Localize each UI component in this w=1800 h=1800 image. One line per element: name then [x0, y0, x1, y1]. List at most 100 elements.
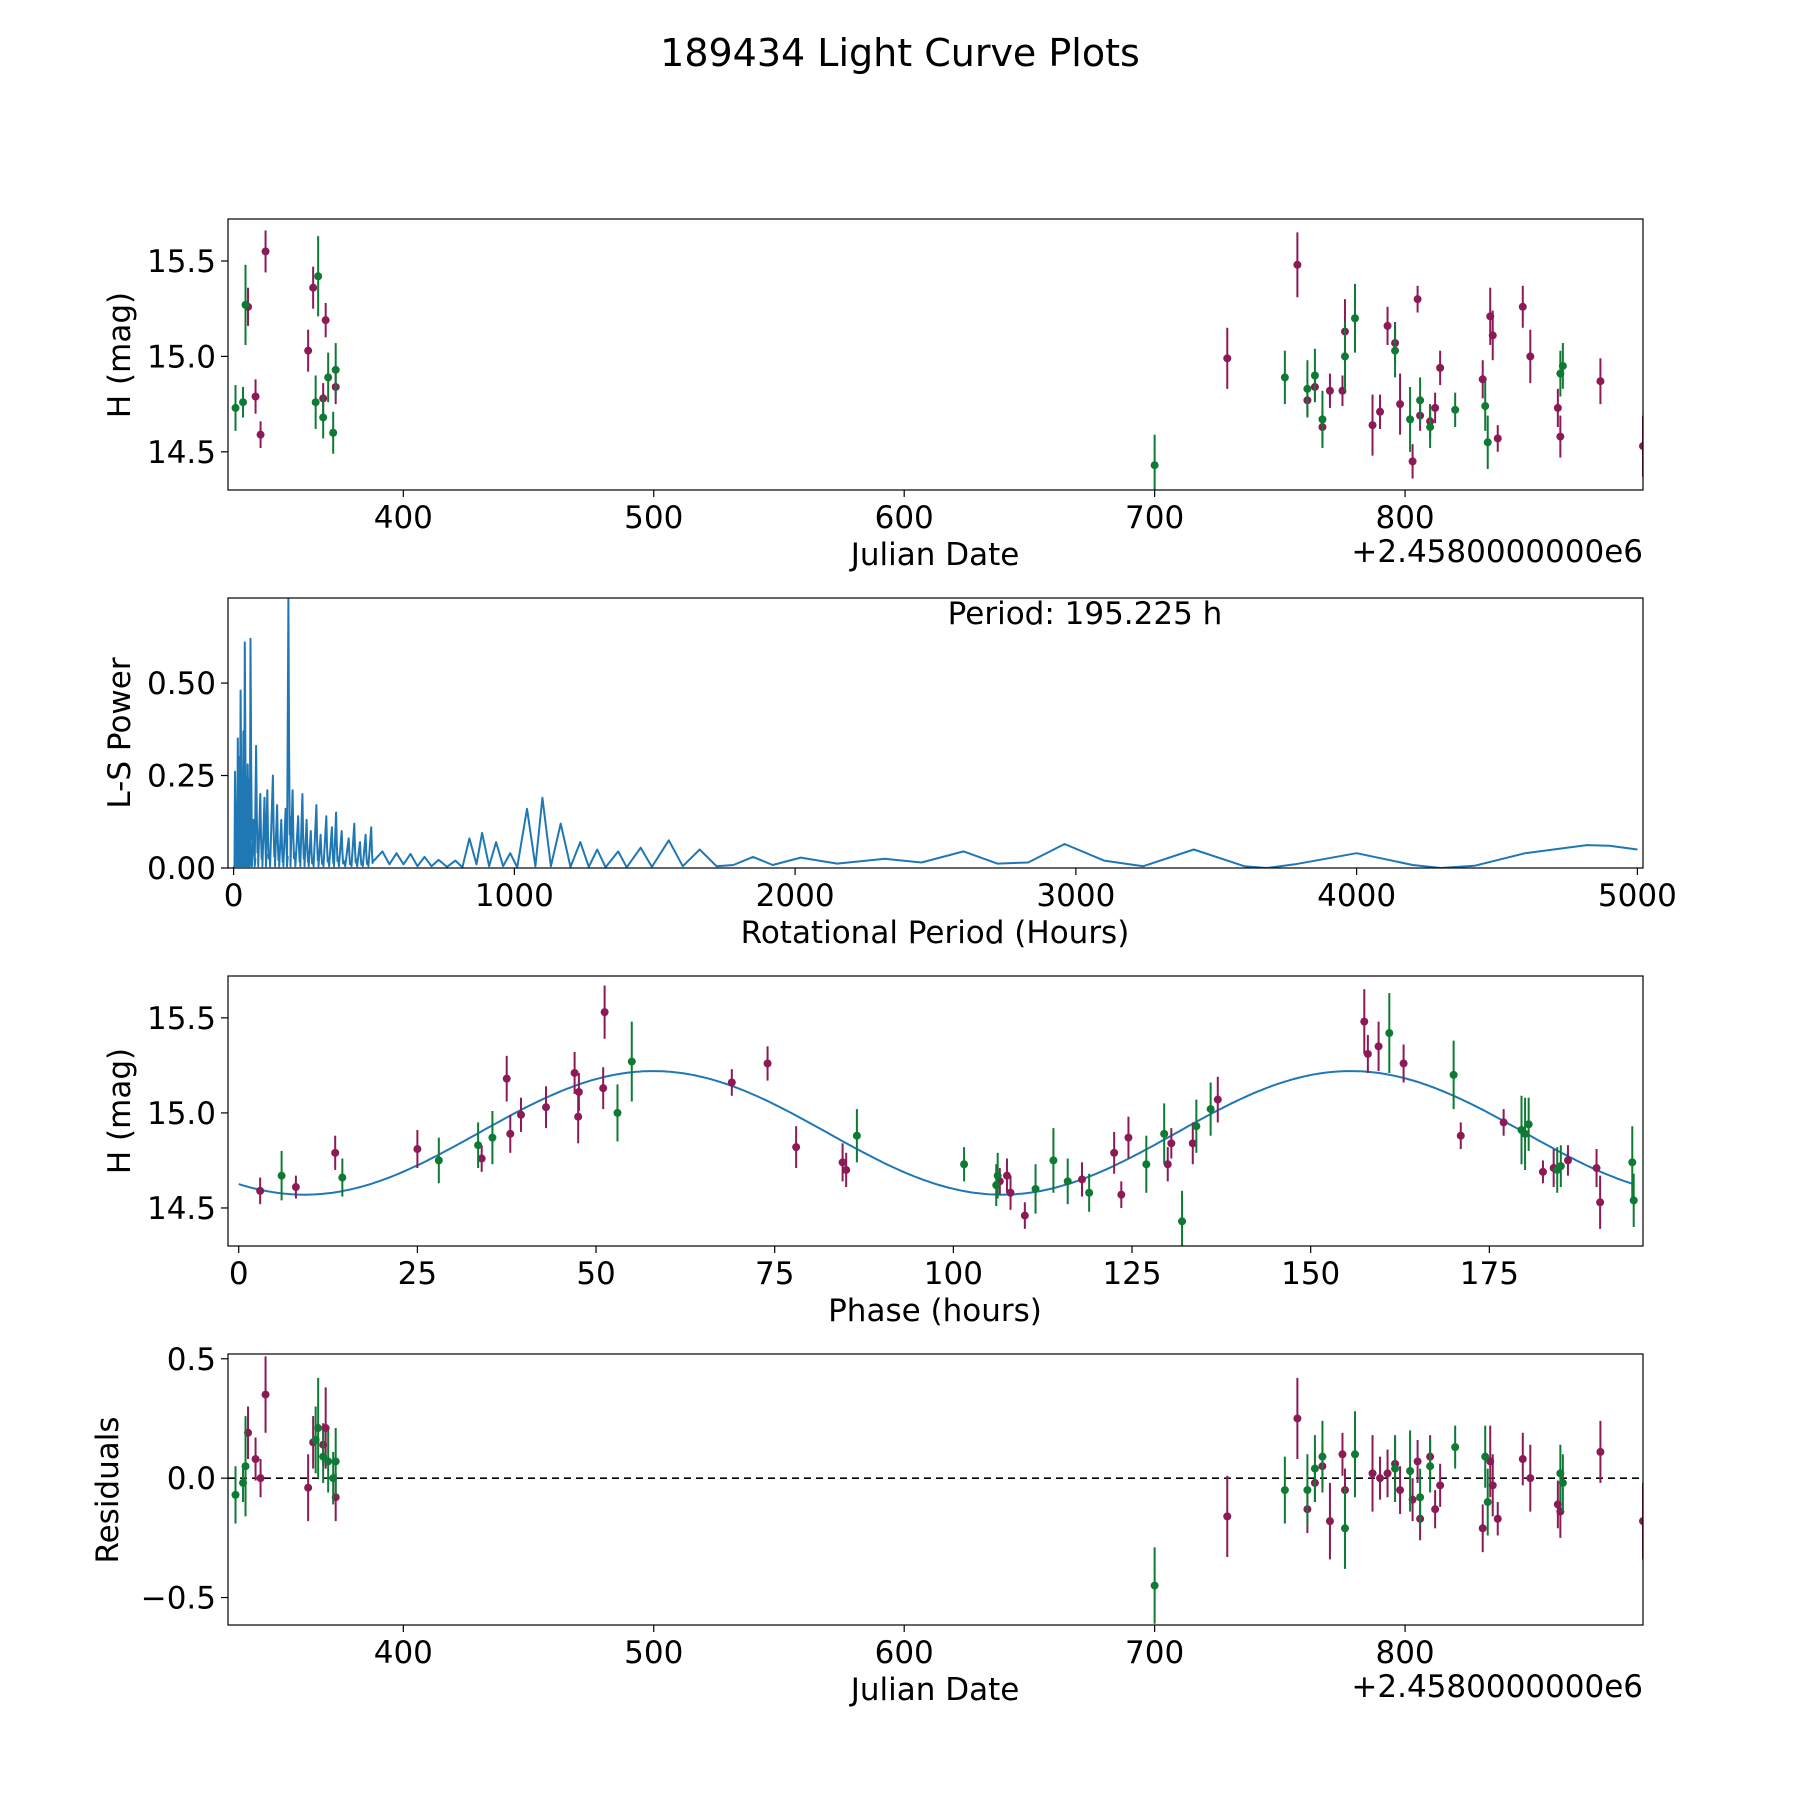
lightcurve-marks — [231, 230, 1643, 490]
phased-point-r — [1499, 1118, 1508, 1127]
phased-yticks: 14.5 15.0 15.5 — [147, 1001, 228, 1227]
phased-xtick-label: 75 — [755, 1256, 794, 1292]
periodogram-ytick-label: 0.00 — [147, 851, 216, 887]
lightcurve-xtick-label: 800 — [1375, 500, 1434, 536]
residuals-marks — [228, 1356, 1643, 1624]
lightcurve-point-r — [1493, 434, 1502, 443]
lightcurve-point-g — [1416, 396, 1425, 405]
panel-periodogram: 0 1000 2000 3000 4000 5000 0.00 0.25 0.50 Perio… — [102, 596, 1677, 951]
phased-point-g — [1524, 1120, 1533, 1129]
phased-point-r — [1363, 1049, 1372, 1058]
phased-point-r — [413, 1145, 422, 1154]
phased-point-r — [517, 1110, 526, 1119]
phased-point-g — [1085, 1188, 1094, 1197]
lightcurve-point-g — [1303, 384, 1312, 393]
lightcurve-offset-label: +2.4580000000e6 — [1351, 534, 1643, 570]
residuals-point-g — [1350, 1450, 1359, 1459]
residuals-point-g — [1558, 1478, 1567, 1487]
figure-title: 189434 Light Curve Plots — [660, 31, 1140, 75]
periodogram-ytick-label: 0.50 — [147, 666, 216, 702]
residuals-point-g — [1150, 1581, 1159, 1590]
phased-point-r — [506, 1129, 515, 1138]
phased-point-r — [291, 1183, 300, 1192]
periodogram-power-line — [232, 598, 1638, 868]
lightcurve-ytick-label: 14.5 — [147, 435, 216, 471]
lightcurve-xticks: 400 500 600 700 800 — [374, 490, 1435, 536]
residuals-point-r — [1368, 1469, 1377, 1478]
phased-point-r — [1596, 1198, 1605, 1207]
phased-point-g — [277, 1171, 286, 1180]
residuals-point-r — [1413, 1457, 1422, 1466]
phased-point-r — [1188, 1139, 1197, 1148]
phased-point-g — [960, 1160, 969, 1169]
phased-xtick-label: 175 — [1460, 1256, 1519, 1292]
phased-point-r — [1456, 1131, 1465, 1140]
phased-point-g — [338, 1173, 347, 1182]
residuals-point-g — [1310, 1464, 1319, 1473]
lightcurve-xtick-label: 400 — [374, 500, 433, 536]
residuals-point-g — [324, 1457, 333, 1466]
periodogram-ylabel: L-S Power — [102, 657, 138, 808]
lightcurve-point-r — [1383, 321, 1392, 330]
phased-point-r — [842, 1165, 851, 1174]
phased-point-g — [627, 1057, 636, 1066]
phased-point-r — [600, 1008, 609, 1017]
phased-ytick-label: 14.5 — [147, 1191, 216, 1227]
periodogram-marks — [232, 598, 1638, 868]
lightcurve-point-g — [324, 373, 333, 382]
phased-point-r — [1167, 1139, 1176, 1148]
panel-phased: 0 25 50 75 100 125 150 175 14.5 15.0 15.5 Phase (… — [102, 975, 1644, 1329]
periodogram-xtick-label: 5000 — [1598, 878, 1677, 914]
periodogram-xtick-label: 0 — [224, 878, 244, 914]
lightcurve-point-g — [1150, 461, 1159, 470]
lightcurve-point-r — [1408, 457, 1417, 466]
phased-point-g — [1628, 1158, 1637, 1167]
lightcurve-point-r — [1413, 295, 1422, 304]
phased-point-r — [574, 1087, 583, 1096]
phased-point-g — [474, 1141, 483, 1150]
phased-point-r — [838, 1158, 847, 1167]
periodogram-xlabel: Rotational Period (Hours) — [741, 915, 1130, 951]
phased-point-g — [992, 1181, 1001, 1190]
phased-point-r — [331, 1148, 340, 1157]
lightcurve-point-g — [331, 365, 340, 374]
lightcurve-point-r — [304, 346, 313, 355]
residuals-frame — [227, 1353, 1644, 1626]
phased-point-r — [1399, 1059, 1408, 1068]
lightcurve-ytick-label: 15.0 — [147, 339, 216, 375]
phased-point-g — [1385, 1029, 1394, 1038]
residuals-ytick-label: −0.5 — [141, 1581, 216, 1617]
phased-point-r — [1538, 1167, 1547, 1176]
phased-point-g — [1049, 1156, 1058, 1165]
lightcurve-point-g — [314, 272, 323, 281]
residuals-point-g — [1318, 1452, 1327, 1461]
residuals-point-g — [1340, 1524, 1349, 1533]
lightcurve-yticks: 14.5 15.0 15.5 — [147, 244, 228, 471]
residuals-point-r — [1488, 1481, 1497, 1490]
phased-point-r — [1078, 1175, 1087, 1184]
lightcurve-xtick-label: 500 — [624, 500, 683, 536]
phased-point-r — [1117, 1190, 1126, 1199]
phased-point-r — [763, 1059, 772, 1068]
lightcurve-point-g — [1451, 405, 1460, 414]
phased-point-g — [1206, 1105, 1215, 1114]
lightcurve-point-g — [1310, 371, 1319, 380]
residuals-point-g — [1451, 1443, 1460, 1452]
phased-point-g — [1629, 1196, 1638, 1205]
phased-point-r — [1360, 1017, 1369, 1026]
residuals-point-r — [321, 1424, 330, 1433]
phased-point-g — [1160, 1129, 1169, 1138]
phased-point-g — [1556, 1162, 1565, 1171]
residuals-point-r — [1383, 1469, 1392, 1478]
residuals-xtick-label: 700 — [1125, 1635, 1184, 1671]
lightcurve-point-r — [1488, 331, 1497, 340]
residuals-point-g — [1416, 1493, 1425, 1502]
lightcurve-point-g — [1483, 438, 1492, 447]
lightcurve-point-g — [1406, 415, 1415, 424]
phased-point-r — [502, 1074, 511, 1083]
residuals-ytick-label: 0.0 — [167, 1461, 216, 1497]
residuals-point-r — [1223, 1512, 1232, 1521]
residuals-xticks: 400 500 600 700 800 — [374, 1625, 1435, 1671]
residuals-ylabel: Residuals — [90, 1416, 126, 1563]
lightcurve-frame — [227, 218, 1644, 491]
